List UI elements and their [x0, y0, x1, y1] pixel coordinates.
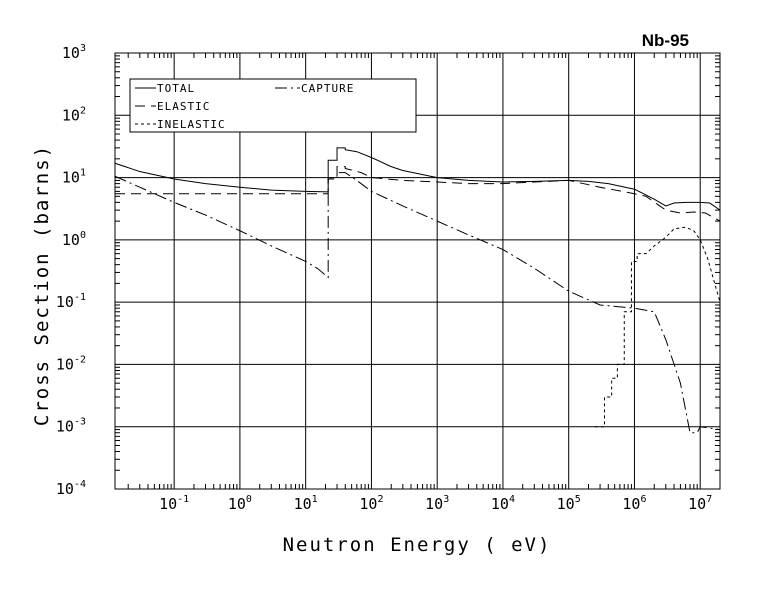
y-tick-label: 10-2 [56, 354, 86, 373]
series-line-total [114, 147, 721, 211]
chart-title: Nb-95 [642, 31, 689, 50]
y-tick-label: 10-1 [56, 292, 86, 311]
x-tick-labels: 10-1 100 101 102 103 104 105 106 107 [159, 494, 712, 513]
y-axis-title: Cross Section (barns) [31, 144, 53, 426]
series-lines [114, 147, 721, 434]
legend-label-inelastic: INELASTIC [157, 118, 226, 131]
x-axis-title: Neutron Energy ( eV) [283, 534, 552, 556]
series-line-capture [114, 172, 721, 434]
y-tick-label: 102 [62, 105, 86, 124]
legend-box [129, 78, 417, 133]
series-line-inelastic [594, 226, 721, 428]
axis-ticks [115, 53, 720, 489]
x-tick-label: 106 [622, 494, 646, 513]
legend-label-elastic: ELASTIC [157, 100, 210, 113]
y-tick-label: 101 [62, 168, 86, 187]
x-tick-label: 107 [688, 494, 712, 513]
y-tick-label: 103 [62, 43, 86, 62]
legend: TOTAL ELASTIC INELASTIC CAPTURE [129, 78, 417, 133]
y-tick-label: 10-3 [56, 417, 86, 436]
x-tick-label: 103 [425, 494, 449, 513]
y-tick-labels: 10-4 10-3 10-2 10-1 100 101 102 103 [56, 43, 86, 498]
x-tick-label: 10-1 [159, 494, 189, 513]
x-tick-label: 104 [491, 494, 515, 513]
x-tick-label: 105 [557, 494, 581, 513]
legend-label-total: TOTAL [157, 82, 195, 95]
y-tick-label: 10-4 [56, 479, 86, 498]
x-tick-label: 100 [228, 494, 252, 513]
grid [115, 53, 720, 489]
y-tick-label: 100 [62, 230, 86, 249]
legend-label-capture: CAPTURE [301, 82, 354, 95]
x-tick-label: 102 [359, 494, 383, 513]
x-tick-label: 101 [294, 494, 318, 513]
